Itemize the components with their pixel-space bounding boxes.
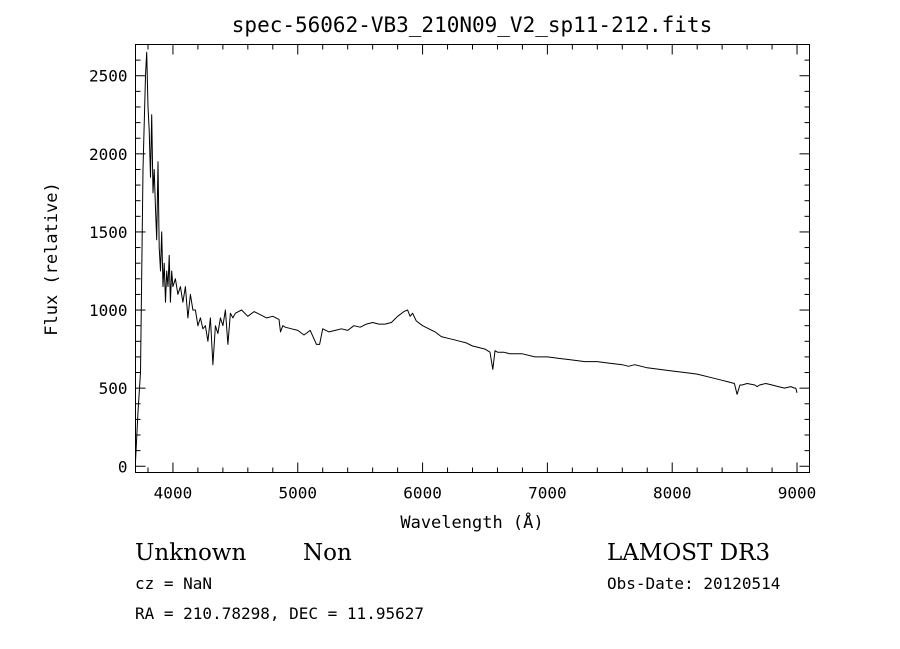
x-tick-label: 6000	[403, 484, 442, 503]
y-axis-label: Flux (relative)	[42, 182, 62, 336]
y-tick-label: 500	[99, 379, 128, 398]
y-tick-label: 1000	[89, 301, 128, 320]
y-tick-label: 2000	[89, 145, 128, 164]
survey-label: LAMOST DR3	[607, 540, 770, 566]
y-tick-label: 2500	[89, 67, 128, 86]
class-label: Unknown	[135, 540, 246, 566]
x-tick-label: 7000	[528, 484, 567, 503]
x-tick-label: 8000	[653, 484, 692, 503]
chart-title: spec-56062-VB3_210N09_V2_sp11-212.fits	[232, 13, 712, 37]
plot-frame	[135, 44, 810, 473]
y-tick-label: 1500	[89, 223, 128, 242]
x-axis-label: Wavelength (Å)	[400, 511, 543, 533]
cz-text: cz = NaN	[135, 574, 212, 593]
obs-date-text: Obs-Date: 20120514	[607, 574, 780, 593]
spectrum-series-line	[135, 51, 798, 462]
subclass-label: Non	[303, 540, 352, 566]
coords-text: RA = 210.78298, DEC = 11.95627	[135, 604, 424, 623]
y-axis: 0 500 1000 1500 2000 2500	[89, 59, 810, 476]
x-tick-label: 5000	[278, 484, 317, 503]
x-tick-label: 4000	[154, 484, 193, 503]
y-tick-label: 0	[118, 457, 128, 476]
x-axis: 4000 5000 6000 7000 8000 9000	[147, 44, 817, 503]
x-tick-label: 9000	[778, 484, 817, 503]
